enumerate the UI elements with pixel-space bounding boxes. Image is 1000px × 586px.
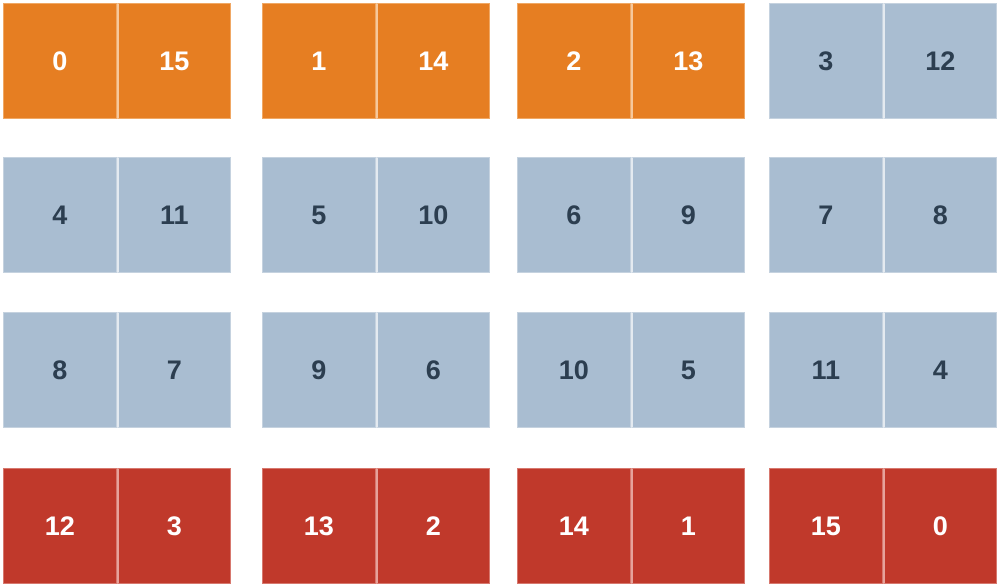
pair-left-value: 8 bbox=[3, 312, 117, 428]
pair-right-value: 0 bbox=[882, 468, 997, 584]
pair-right-value: 7 bbox=[116, 312, 231, 428]
pair-right-value: 6 bbox=[375, 312, 490, 428]
pair-left-value: 9 bbox=[262, 312, 376, 428]
pair-right-value: 8 bbox=[882, 157, 997, 273]
pair-right-value: 13 bbox=[630, 3, 745, 119]
pair-right-value: 3 bbox=[116, 468, 231, 584]
pair-left-value: 15 bbox=[769, 468, 883, 584]
number-pair: 15 0 bbox=[769, 468, 997, 584]
pair-right-value: 1 bbox=[630, 468, 745, 584]
number-pair: 3 12 bbox=[769, 3, 997, 119]
pair-right-value: 5 bbox=[630, 312, 745, 428]
pair-left-value: 2 bbox=[517, 3, 631, 119]
pair-right-value: 12 bbox=[882, 3, 997, 119]
pair-left-value: 13 bbox=[262, 468, 376, 584]
pair-left-value: 7 bbox=[769, 157, 883, 273]
pair-right-value: 2 bbox=[375, 468, 490, 584]
pair-right-value: 15 bbox=[116, 3, 231, 119]
number-pair: 13 2 bbox=[262, 468, 490, 584]
number-pair: 5 10 bbox=[262, 157, 490, 273]
number-pair: 12 3 bbox=[3, 468, 231, 584]
pair-left-value: 6 bbox=[517, 157, 631, 273]
pair-left-value: 3 bbox=[769, 3, 883, 119]
number-pair: 10 5 bbox=[517, 312, 745, 428]
number-pair: 4 11 bbox=[3, 157, 231, 273]
pair-right-value: 4 bbox=[882, 312, 997, 428]
pair-left-value: 10 bbox=[517, 312, 631, 428]
pair-left-value: 14 bbox=[517, 468, 631, 584]
pair-right-value: 10 bbox=[375, 157, 490, 273]
number-pair: 14 1 bbox=[517, 468, 745, 584]
pair-left-value: 0 bbox=[3, 3, 117, 119]
pair-right-value: 11 bbox=[116, 157, 231, 273]
number-pair: 2 13 bbox=[517, 3, 745, 119]
pair-left-value: 5 bbox=[262, 157, 376, 273]
pair-right-value: 14 bbox=[375, 3, 490, 119]
pair-left-value: 11 bbox=[769, 312, 883, 428]
pair-left-value: 1 bbox=[262, 3, 376, 119]
pair-right-value: 9 bbox=[630, 157, 745, 273]
pair-left-value: 4 bbox=[3, 157, 117, 273]
number-pair: 0 15 bbox=[3, 3, 231, 119]
pair-left-value: 12 bbox=[3, 468, 117, 584]
